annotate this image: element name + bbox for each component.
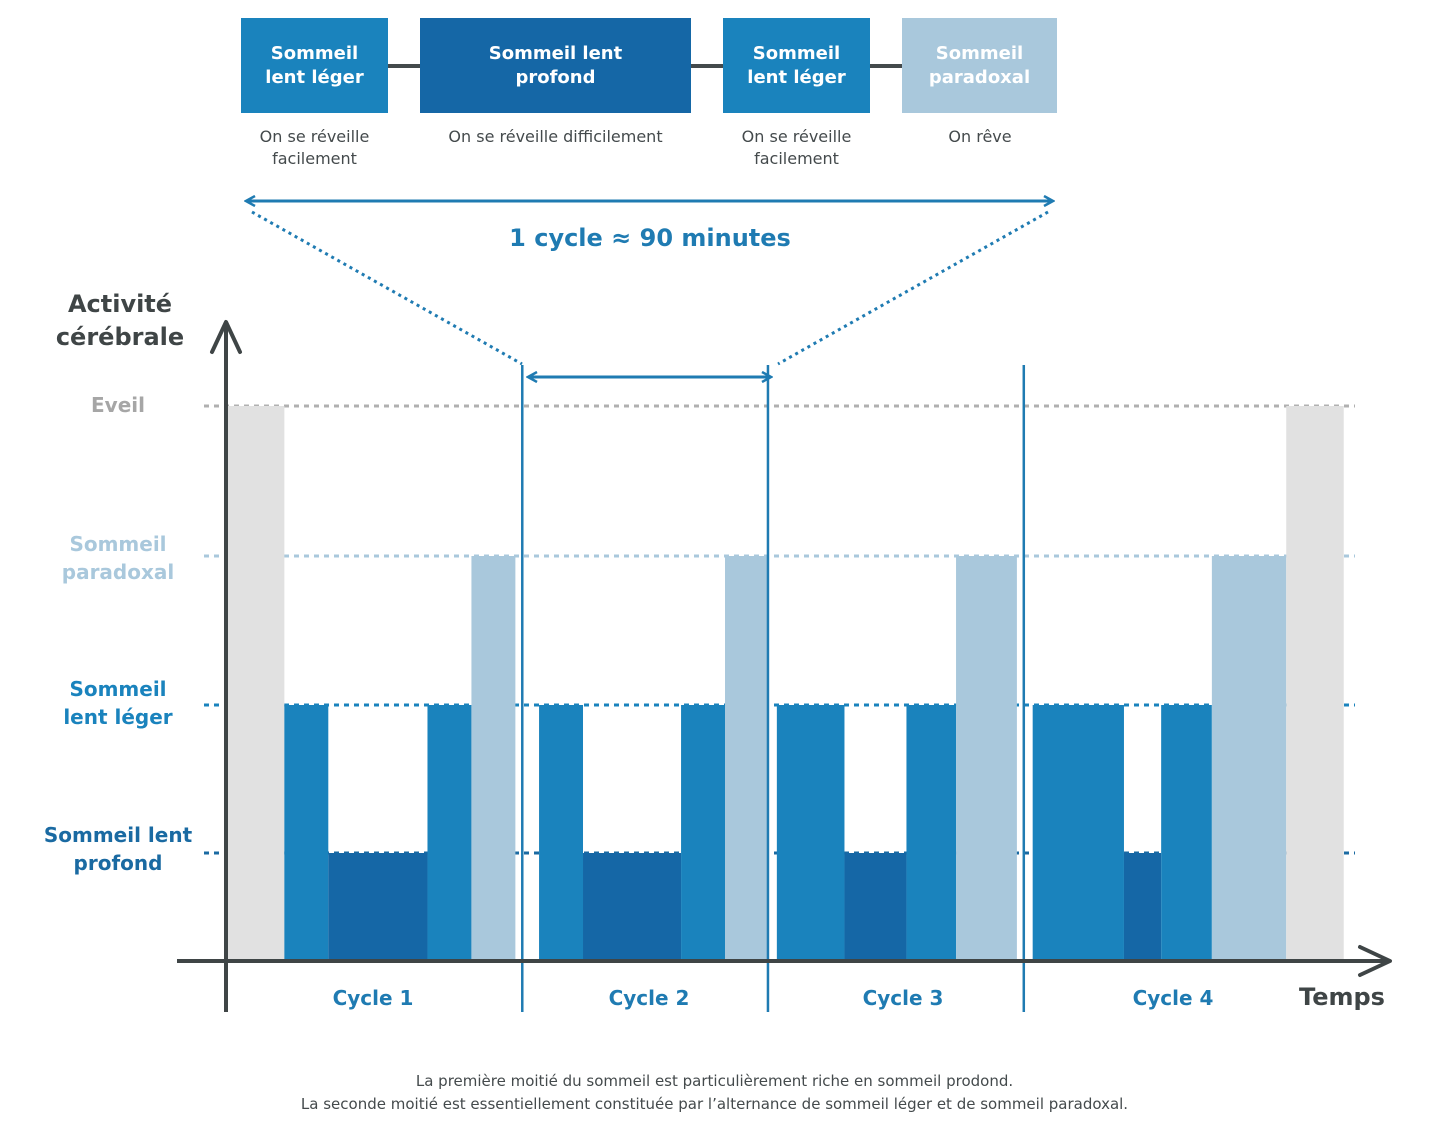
bar-sommeil-lent-léger xyxy=(681,705,726,960)
bar-sommeil-lent-léger xyxy=(427,705,472,960)
cycle-label-2: Cycle 2 xyxy=(608,986,690,1010)
y-level-label-eveil: Eveil xyxy=(91,393,145,417)
bar-eveil xyxy=(228,406,285,960)
bar-sommeil-paradoxal xyxy=(725,556,769,960)
x-axis-arrowhead xyxy=(1358,945,1392,977)
y-level-label-lent-profond: Sommeil lent profond xyxy=(43,823,193,875)
bar-sommeil-paradoxal xyxy=(956,556,1017,960)
legend-stage-description: On se réveille facilement xyxy=(741,127,852,168)
y-level-label-lent-leger: Sommeil lent léger xyxy=(63,677,173,729)
bar-sommeil-lent-léger xyxy=(906,705,957,960)
cycle-label-3: Cycle 3 xyxy=(862,986,944,1010)
y-axis-arrowhead xyxy=(210,320,242,354)
legend-stage-description: On se réveille difficilement xyxy=(448,127,663,146)
legend-stage-description: On se réveille facilement xyxy=(259,127,370,168)
legend-connector xyxy=(690,64,724,68)
bar-sommeil-lent-léger xyxy=(539,705,584,960)
x-axis-title: Temps xyxy=(1299,983,1385,1011)
bar-sommeil-lent-léger xyxy=(284,705,329,960)
legend-stage-title: Sommeil lent léger xyxy=(265,42,364,88)
legend-stage-description: On rêve xyxy=(948,127,1012,146)
bar-sommeil-paradoxal xyxy=(1211,556,1287,960)
bar-sommeil-lent-profond xyxy=(583,853,682,960)
y-level-label-paradoxal: Sommeil paradoxal xyxy=(61,532,175,584)
bar-eveil xyxy=(1286,406,1344,960)
legend-stage-deep-sleep: Sommeil lent profond xyxy=(420,18,691,113)
legend-stage-rem-sleep: Sommeil paradoxal xyxy=(902,18,1057,113)
y-axis-title: Activité cérébrale xyxy=(55,290,185,351)
legend-stage-title: Sommeil lent léger xyxy=(747,42,846,88)
bar-sommeil-lent-profond xyxy=(844,853,907,960)
legend-connector xyxy=(869,64,903,68)
zoom-guide-left xyxy=(251,210,523,366)
bar-sommeil-lent-léger xyxy=(1032,705,1124,960)
cycle-duration-note: 1 cycle ≈ 90 minutes xyxy=(509,224,791,252)
bar-sommeil-lent-léger xyxy=(1161,705,1212,960)
footer-note-line-1: La première moitié du sommeil est partic… xyxy=(415,1072,1014,1090)
legend-stage-light-sleep-1: Sommeil lent léger xyxy=(241,18,388,113)
legend-stage-title: Sommeil paradoxal xyxy=(928,42,1031,88)
zoom-guide-right xyxy=(777,210,1049,366)
bar-sommeil-paradoxal xyxy=(471,556,516,960)
footer-note-line-2: La seconde moitié est essentiellement co… xyxy=(300,1095,1129,1113)
legend-stage-title: Sommeil lent profond xyxy=(488,42,623,88)
cycle-label-4: Cycle 4 xyxy=(1132,986,1214,1010)
bar-sommeil-lent-profond xyxy=(1123,853,1162,960)
legend-connector xyxy=(387,64,421,68)
bar-sommeil-lent-profond xyxy=(328,853,428,960)
bar-sommeil-lent-léger xyxy=(776,705,845,960)
cycle-label-1: Cycle 1 xyxy=(332,986,414,1010)
legend-stage-light-sleep-2: Sommeil lent léger xyxy=(723,18,870,113)
